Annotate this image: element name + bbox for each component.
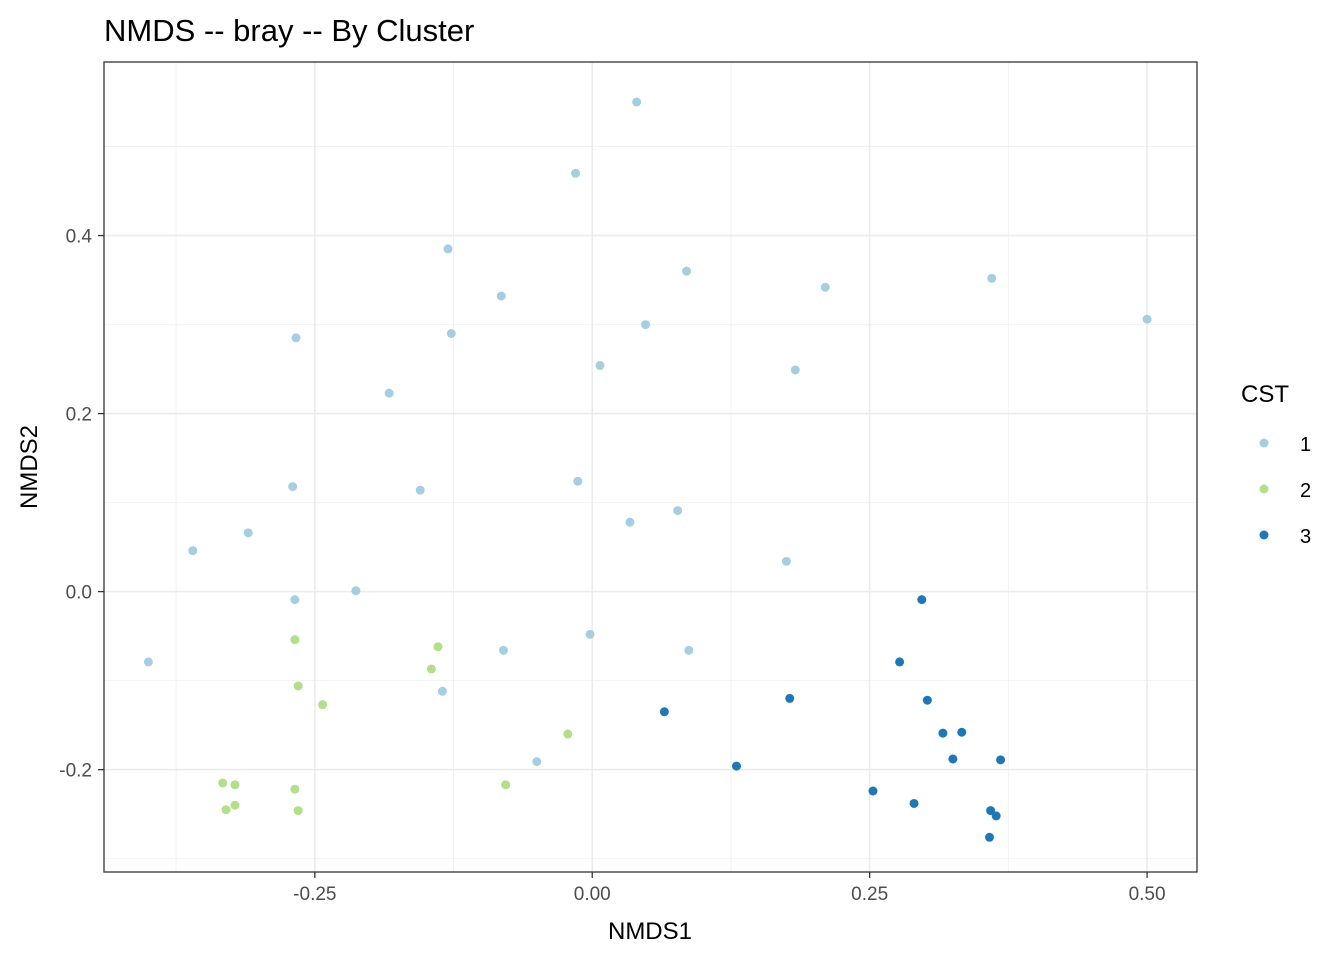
data-point-cst-2 (293, 681, 303, 691)
data-point-cst-1 (290, 595, 300, 605)
data-point-cst-3 (984, 832, 994, 842)
grid-major (104, 62, 1197, 872)
data-point-cst-1 (595, 361, 605, 371)
data-point-cst-3 (948, 754, 958, 764)
data-point-cst-3 (996, 755, 1006, 765)
data-point-cst-1 (673, 506, 683, 516)
x-axis: -0.25 0.00 0.25 0.50 (293, 872, 1166, 905)
x-tick-label: 0.50 (1129, 884, 1166, 905)
data-point-cst-2 (563, 729, 573, 739)
data-point-cst-1 (384, 388, 394, 398)
legend-key-2 (1259, 484, 1269, 494)
data-point-cst-1 (437, 686, 447, 696)
x-tick-label: 0.00 (574, 884, 611, 905)
data-point-cst-3 (917, 595, 927, 605)
legend: CST 1 2 3 (1241, 381, 1311, 548)
plot-panel (104, 62, 1197, 872)
data-point-cst-1 (351, 586, 361, 596)
data-point-cst-2 (230, 800, 240, 810)
data-point-cst-1 (446, 328, 456, 338)
x-tick-label: 0.25 (851, 884, 888, 905)
plot-area (103, 61, 1198, 873)
chart-title: NMDS -- bray -- By Cluster (104, 13, 474, 48)
data-point-cst-3 (938, 728, 948, 738)
data-point-cst-1 (571, 168, 581, 178)
y-tick-label: 0.2 (66, 405, 92, 426)
data-point-cst-1 (573, 476, 583, 486)
legend-label-1: 1 (1300, 434, 1311, 456)
data-point-cst-1 (188, 546, 198, 556)
data-point-cst-2 (218, 778, 228, 788)
data-point-cst-1 (625, 517, 635, 527)
data-point-cst-1 (820, 282, 830, 292)
legend-label-2: 2 (1300, 480, 1311, 502)
data-point-cst-1 (288, 482, 298, 492)
legend-title: CST (1241, 381, 1289, 408)
y-tick-label: 0.0 (66, 583, 92, 604)
data-point-cst-1 (532, 757, 542, 767)
data-point-cst-2 (293, 806, 303, 816)
data-point-cst-1 (781, 556, 791, 566)
data-point-cst-2 (426, 664, 436, 674)
data-point-cst-1 (143, 657, 153, 667)
plot-border (103, 61, 1198, 873)
data-point-cst-1 (443, 244, 453, 254)
data-point-cst-1 (243, 528, 253, 538)
data-point-cst-3 (659, 707, 669, 717)
data-point-cst-3 (895, 657, 905, 667)
x-tick-label: -0.25 (293, 884, 336, 905)
data-point-cst-1 (496, 291, 506, 301)
data-point-cst-2 (290, 784, 300, 794)
data-point-cst-1 (1142, 314, 1152, 324)
legend-key-1 (1259, 438, 1269, 448)
grid-minor (104, 62, 1197, 872)
data-point-cst-1 (641, 320, 651, 330)
data-point-cst-1 (790, 365, 800, 375)
data-point-cst-3 (785, 693, 795, 703)
data-point-cst-1 (682, 266, 692, 276)
data-point-cst-3 (991, 811, 1001, 821)
y-tick-label: 0.4 (66, 227, 93, 248)
data-point-cst-1 (632, 97, 642, 107)
data-point-cst-2 (221, 805, 231, 815)
data-point-cst-1 (291, 333, 301, 343)
data-point-cst-1 (987, 273, 997, 283)
data-point-cst-2 (290, 635, 300, 645)
data-point-cst-3 (731, 761, 741, 771)
data-point-cst-2 (433, 642, 443, 652)
data-point-cst-2 (230, 780, 240, 790)
data-point-cst-2 (501, 780, 511, 790)
legend-label-3: 3 (1300, 526, 1311, 548)
legend-items: 1 2 3 (1259, 434, 1311, 548)
y-axis-title: NMDS2 (16, 425, 43, 509)
data-point-cst-3 (868, 786, 878, 796)
data-point-cst-1 (498, 645, 508, 655)
data-points (143, 97, 1152, 842)
data-point-cst-3 (986, 806, 996, 816)
legend-key-3 (1259, 530, 1269, 540)
data-point-cst-3 (922, 695, 932, 705)
y-axis: -0.2 0.0 0.2 0.4 (59, 227, 104, 782)
y-tick-label: -0.2 (59, 761, 92, 782)
data-point-cst-1 (415, 485, 425, 495)
data-point-cst-1 (684, 645, 694, 655)
data-point-cst-2 (318, 700, 328, 710)
data-point-cst-3 (909, 798, 919, 808)
data-point-cst-1 (585, 629, 595, 639)
x-axis-title: NMDS1 (608, 918, 692, 945)
data-point-cst-3 (957, 727, 967, 737)
